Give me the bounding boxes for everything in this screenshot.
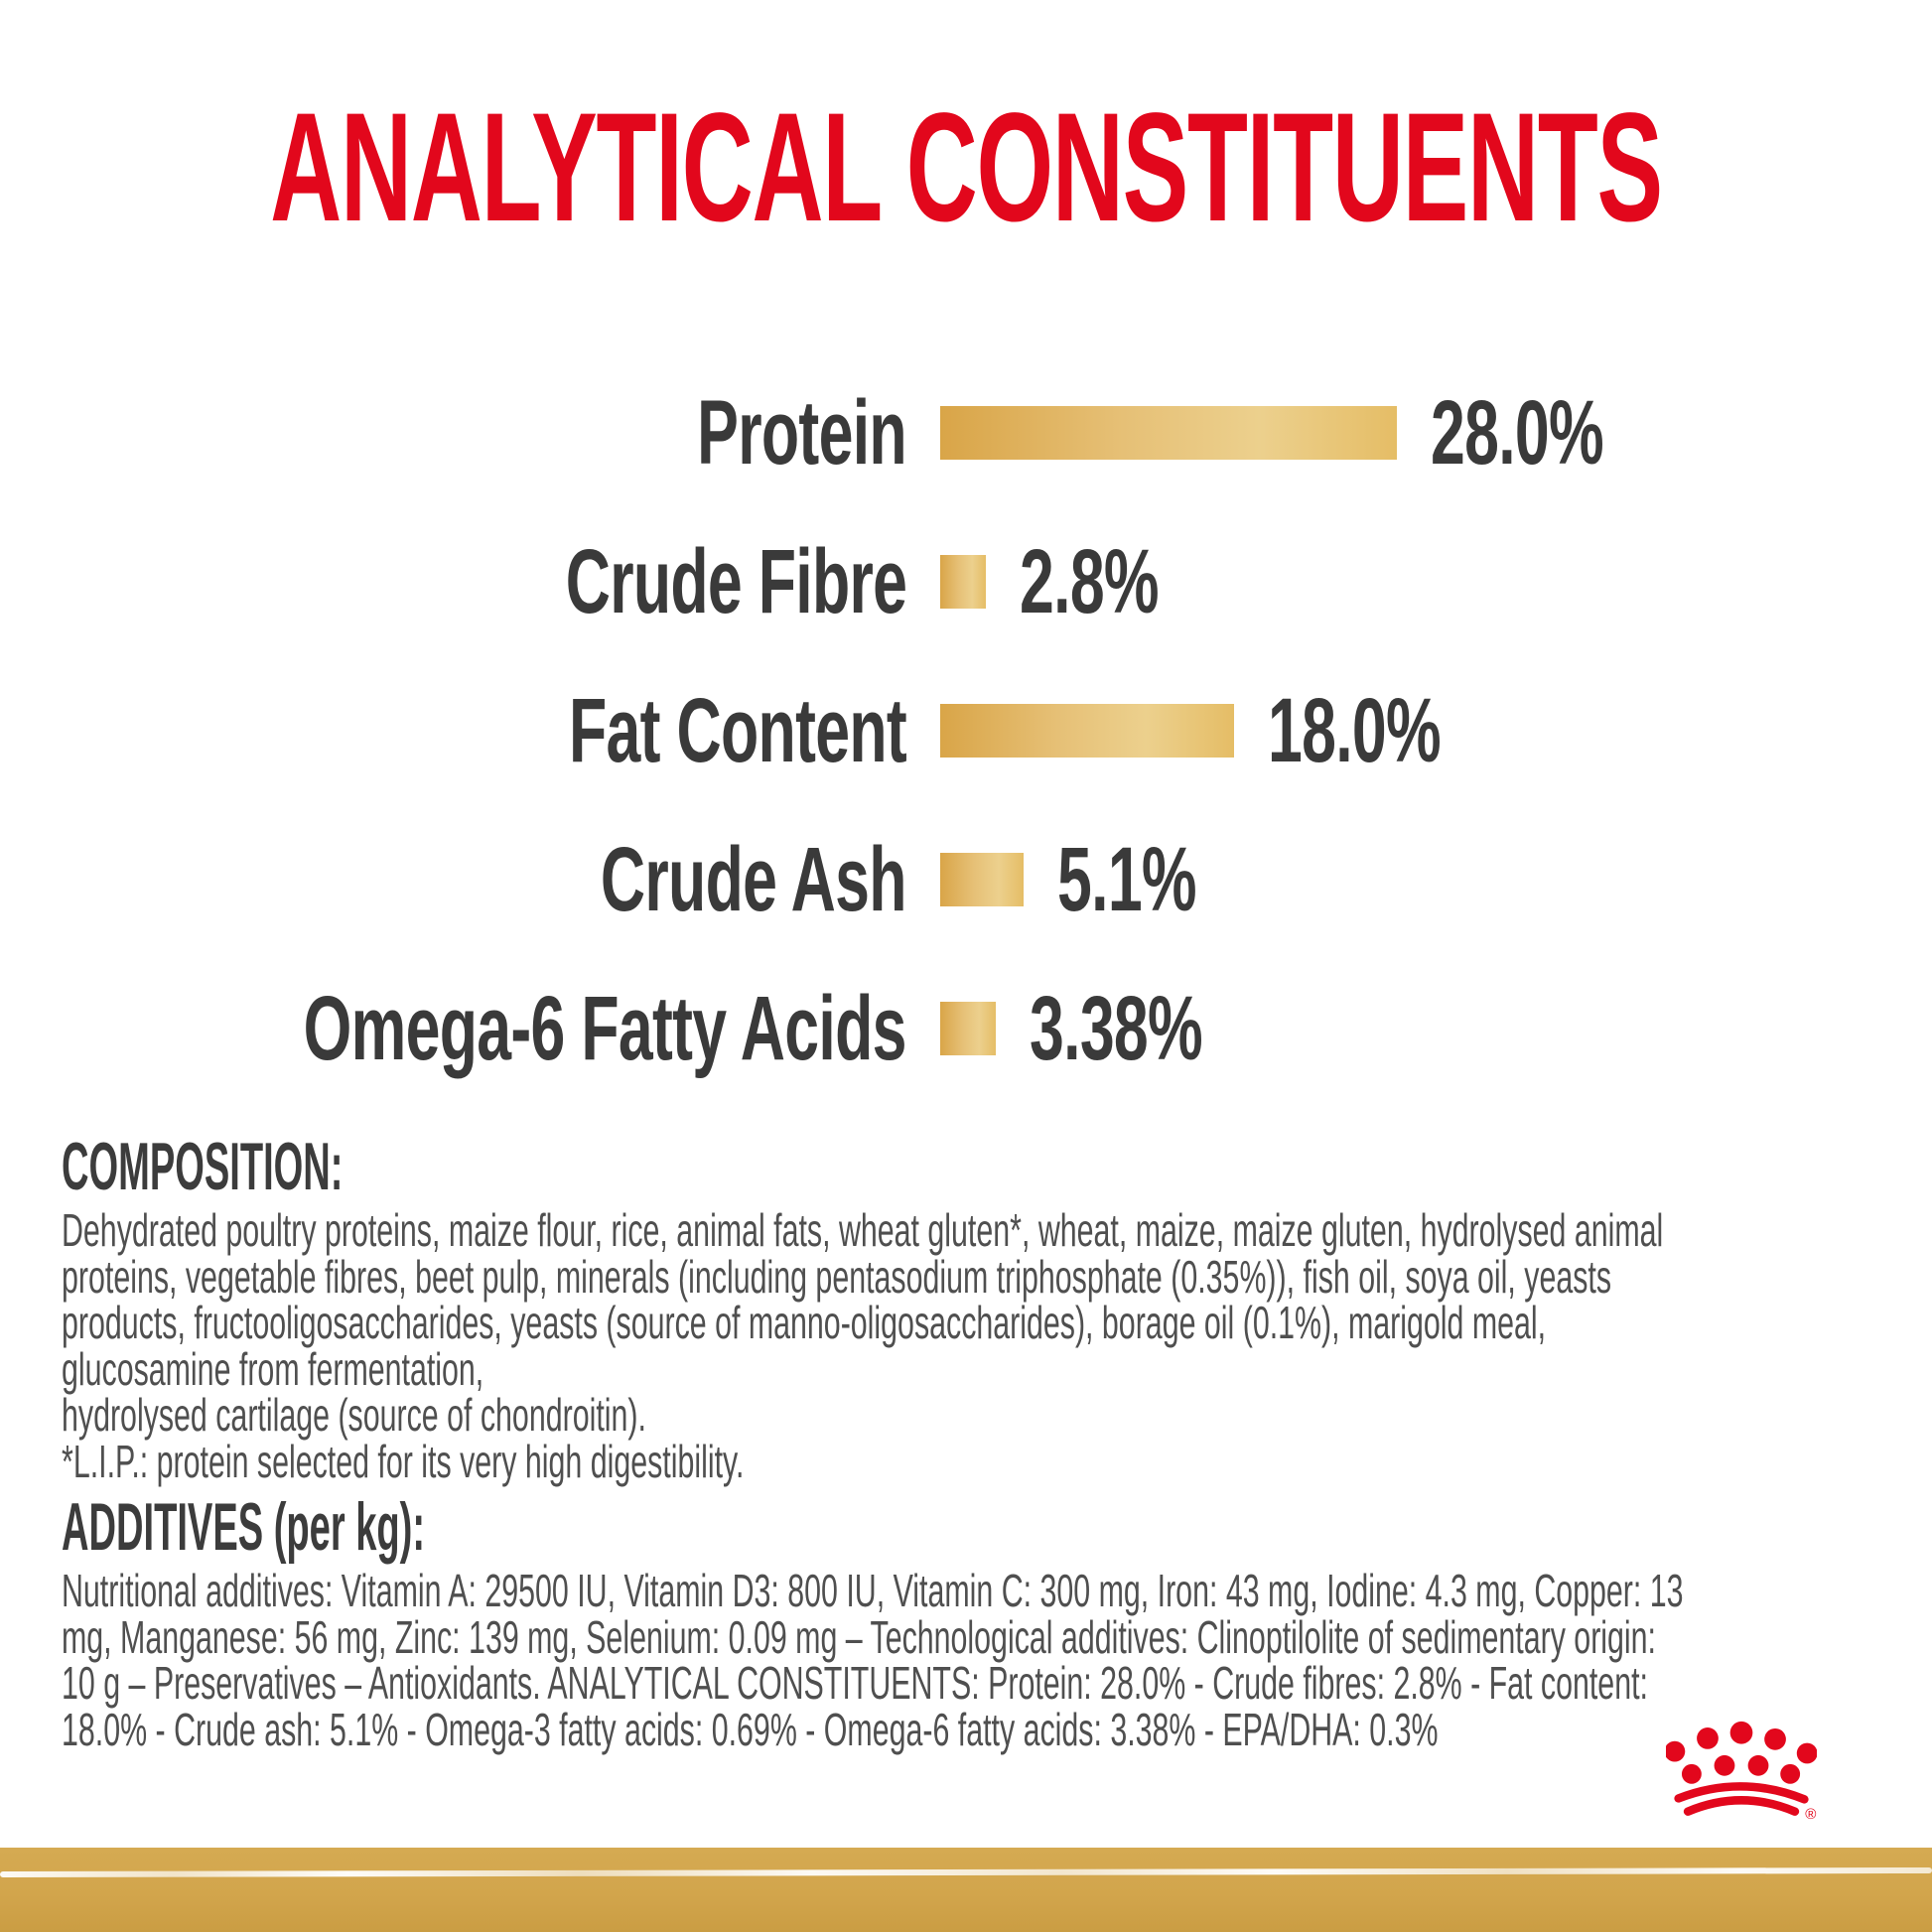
constituent-label: Crude Ash <box>601 828 907 930</box>
constituent-value: 5.1% <box>1057 805 1262 954</box>
chart-row-crude-fibre: Crude Fibre 2.8% <box>0 507 1932 656</box>
constituent-label: Omega-6 Fatty Acids <box>303 977 907 1079</box>
composition-line: Dehydrated poultry proteins, maize flour… <box>62 1204 1664 1256</box>
crown-icon: ® <box>1664 1721 1818 1823</box>
constituent-label-wrap: Omega-6 Fatty Acids <box>0 954 907 1103</box>
brushstroke-line <box>0 1866 1932 1878</box>
composition-line: hydrolysed cartilage (source of chondroi… <box>62 1389 646 1441</box>
additives-line: mg, Manganese: 56 mg, Zinc: 139 mg, Sele… <box>62 1610 1656 1663</box>
additives-line: 10 g – Preservatives – Antioxidants. ANA… <box>62 1657 1648 1709</box>
chart-row-omega6: Omega-6 Fatty Acids 3.38% <box>0 954 1932 1103</box>
registered-trademark-icon: ® <box>1805 1806 1816 1823</box>
gold-footer-band <box>0 1848 1932 1932</box>
constituent-bar <box>940 1002 996 1055</box>
constituent-value-text: 18.0% <box>1268 679 1442 781</box>
constituent-label-wrap: Crude Fibre <box>0 507 906 656</box>
constituent-bar <box>940 853 1024 906</box>
chart-row-crude-ash: Crude Ash 5.1% <box>0 805 1932 954</box>
constituent-value-text: 2.8% <box>1020 530 1160 632</box>
composition-line: glucosamine from fermentation, <box>62 1342 484 1395</box>
analytical-constituents-chart: Protein 28.0% Crude Fibre 2.8% Fat Conte… <box>0 358 1932 1103</box>
constituent-value-text: 5.1% <box>1057 828 1197 930</box>
composition-line: proteins, vegetable fibres, beet pulp, m… <box>62 1250 1612 1303</box>
royal-canin-crown-logo: ® <box>1664 1720 1818 1823</box>
constituent-label-wrap: Fat Content <box>0 656 907 805</box>
constituent-value: 2.8% <box>1020 507 1224 656</box>
label-text-section: COMPOSITION: Dehydrated poultry proteins… <box>62 1129 1888 1755</box>
constituent-bar <box>940 555 986 609</box>
additives-line: Nutritional additives: Vitamin A: 29500 … <box>62 1565 1684 1616</box>
constituent-label: Protein <box>697 381 906 483</box>
constituent-label-wrap: Protein <box>0 358 906 507</box>
additives-line: 18.0% - Crude ash: 5.1% - Omega-3 fatty … <box>62 1703 1439 1755</box>
composition-line: products, fructooligosaccharides, yeasts… <box>62 1297 1547 1348</box>
constituent-value-text: 28.0% <box>1431 381 1604 483</box>
constituent-label: Crude Fibre <box>565 530 906 632</box>
composition-line: *L.I.P.: protein selected for its very h… <box>62 1435 745 1487</box>
constituent-value: 28.0% <box>1431 358 1685 507</box>
constituent-bar <box>940 704 1234 758</box>
constituent-label: Fat Content <box>568 679 907 781</box>
chart-row-fat-content: Fat Content 18.0% <box>0 656 1932 805</box>
constituent-value-text: 3.38% <box>1030 977 1203 1079</box>
composition-heading: COMPOSITION: <box>62 1129 344 1204</box>
chart-row-protein: Protein 28.0% <box>0 358 1932 507</box>
constituent-bar <box>940 406 1397 460</box>
constituent-label-wrap: Crude Ash <box>0 805 907 954</box>
additives-heading: ADDITIVES (per kg): <box>62 1489 426 1565</box>
constituent-value: 3.38% <box>1030 954 1284 1103</box>
constituent-value: 18.0% <box>1268 656 1522 805</box>
page-title: ANALYTICAL CONSTITUENTS <box>270 81 1663 254</box>
